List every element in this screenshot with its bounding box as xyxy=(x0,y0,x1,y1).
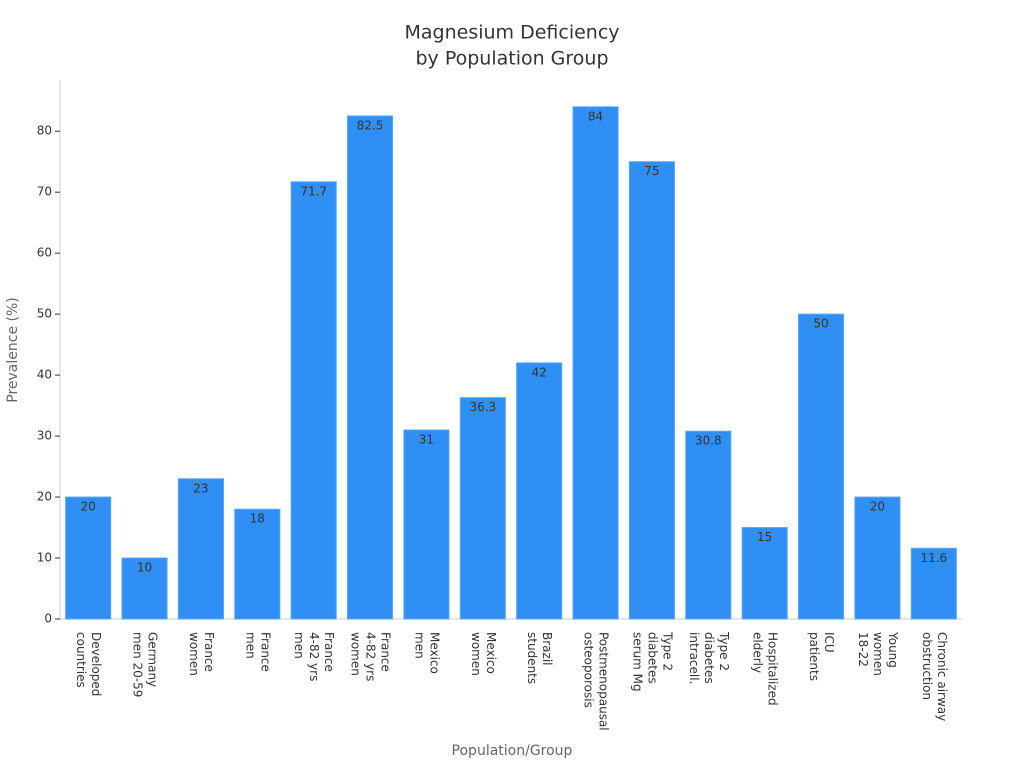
y-tick-label: 0 xyxy=(44,612,52,626)
x-tick-label: diabetes xyxy=(645,632,659,684)
y-tick-label: 80 xyxy=(37,124,52,138)
x-tick-label: women xyxy=(871,632,885,676)
x-tick-label: men 20-59 xyxy=(131,632,145,697)
y-tick-label: 10 xyxy=(37,551,52,565)
x-tick-label: Germany xyxy=(146,632,160,687)
y-tick-label: 50 xyxy=(37,307,52,321)
bar xyxy=(403,429,450,620)
x-tick-label: 4-82 yrs xyxy=(364,632,378,681)
data-label: 11.6 xyxy=(920,551,947,565)
x-tick-label: France xyxy=(258,632,272,672)
data-label: 36.3 xyxy=(469,400,496,414)
data-label: 15 xyxy=(757,530,772,544)
chart-title: by Population Group xyxy=(415,48,608,70)
data-label: 50 xyxy=(813,317,828,331)
x-tick-label: men xyxy=(243,632,257,659)
bar xyxy=(177,478,224,620)
data-label: 71.7 xyxy=(300,184,327,198)
x-tick-label: France xyxy=(379,632,393,672)
bar xyxy=(459,397,506,620)
data-label: 31 xyxy=(419,432,434,446)
x-tick-label: intracell. xyxy=(687,632,701,684)
x-tick-label: men xyxy=(292,632,306,659)
x-tick-label: ICU xyxy=(822,632,836,653)
x-tick-label: France xyxy=(322,632,336,672)
bar xyxy=(798,313,845,620)
data-label: 20 xyxy=(870,500,885,514)
x-tick-label: 18-22 xyxy=(856,632,870,667)
x-tick-label: women xyxy=(349,632,363,676)
x-tick-label: Mexico xyxy=(484,632,498,674)
data-label: 84 xyxy=(588,109,603,123)
y-tick-label: 20 xyxy=(37,490,52,504)
x-tick-label: 4-82 yrs xyxy=(307,632,321,681)
x-tick-label: Mexico xyxy=(427,632,441,674)
data-label: 20 xyxy=(81,500,96,514)
data-label: 42 xyxy=(532,365,547,379)
x-tick-label: students xyxy=(525,632,539,684)
x-tick-label: Brazil xyxy=(540,632,554,666)
x-tick-label: women xyxy=(187,632,201,676)
bar xyxy=(910,547,957,620)
x-axis-label: Population/Group xyxy=(452,743,573,759)
bar xyxy=(572,106,619,620)
data-label: 18 xyxy=(250,512,265,526)
x-tick-label: Postmenopausal xyxy=(597,632,611,731)
y-tick-label: 60 xyxy=(37,246,52,260)
y-tick-label: 40 xyxy=(37,368,52,382)
x-tick-label: France xyxy=(202,632,216,672)
x-tick-label: Type 2 xyxy=(717,631,731,671)
y-axis-label: Prevalence (%) xyxy=(5,297,21,403)
bar xyxy=(121,557,168,620)
data-label: 30.8 xyxy=(695,434,722,448)
bar xyxy=(854,496,901,620)
x-tick-label: obstruction xyxy=(920,632,934,700)
bar xyxy=(516,362,563,620)
data-label: 10 xyxy=(137,561,152,575)
x-tick-label: Chronic airway xyxy=(935,632,949,721)
x-tick-label: countries xyxy=(74,632,88,688)
y-tick-label: 30 xyxy=(37,429,52,443)
data-label: 23 xyxy=(193,481,208,495)
x-tick-label: women xyxy=(469,632,483,676)
x-tick-label: men xyxy=(412,632,426,659)
x-tick-label: osteoporosis xyxy=(582,632,596,708)
x-tick-label: elderly xyxy=(751,632,765,673)
x-tick-label: diabetes xyxy=(702,632,716,684)
bar xyxy=(234,508,281,620)
bar xyxy=(685,430,732,620)
x-tick-label: Hospitalized xyxy=(766,632,780,706)
data-label: 82.5 xyxy=(357,118,384,132)
chart-title: Magnesium Deficiency xyxy=(404,22,619,44)
data-label: 75 xyxy=(644,164,659,178)
x-tick-label: serum Mg xyxy=(630,632,644,692)
bar xyxy=(290,181,337,620)
x-tick-label: Type 2 xyxy=(660,631,674,671)
bar xyxy=(741,527,788,620)
bar xyxy=(347,115,394,620)
y-tick-label: 70 xyxy=(37,185,52,199)
x-tick-label: Young xyxy=(886,631,900,668)
bar xyxy=(65,496,112,620)
x-tick-label: patients xyxy=(807,632,821,681)
x-tick-label: Developed xyxy=(89,632,103,696)
bar xyxy=(628,161,675,620)
